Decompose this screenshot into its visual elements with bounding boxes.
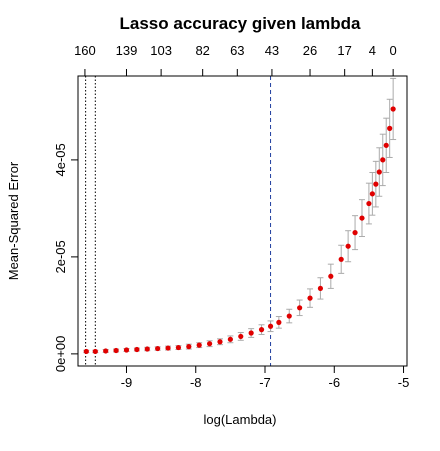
x-axis-title: log(Lambda) xyxy=(204,412,277,427)
top-tick-label: 139 xyxy=(116,43,138,58)
top-axis: 160 139 103 82 63 43 26 17 4 0 xyxy=(74,43,397,77)
top-tick-label: 63 xyxy=(230,43,244,58)
data-point xyxy=(317,285,324,292)
x-tick-label: -9 xyxy=(121,375,133,390)
data-point xyxy=(338,256,344,262)
data-point xyxy=(196,342,202,348)
data-point xyxy=(248,330,254,336)
top-tick-label: 103 xyxy=(150,43,172,58)
data-point xyxy=(307,295,313,301)
data-point xyxy=(123,347,130,353)
data-point xyxy=(165,345,171,351)
data-point xyxy=(387,125,393,131)
x-tick-label: -5 xyxy=(398,375,410,390)
data-point xyxy=(366,200,372,207)
x-tick-label: -8 xyxy=(190,375,202,390)
data-point xyxy=(113,347,119,354)
data-point xyxy=(373,181,379,187)
data-point xyxy=(144,346,150,352)
data-point xyxy=(207,341,213,347)
data-point xyxy=(345,243,351,249)
chart-title: Lasso accuracy given lambda xyxy=(120,14,361,33)
top-tick-label: 0 xyxy=(390,43,397,58)
y-tick-label: 0e+00 xyxy=(53,336,68,373)
data-point xyxy=(134,346,140,353)
top-tick-label: 26 xyxy=(303,43,317,58)
data-point xyxy=(286,313,292,319)
data-point xyxy=(267,323,274,329)
top-tick-label: 160 xyxy=(74,43,96,58)
x-axis: -9 -8 -7 -6 -5 xyxy=(121,365,410,390)
y-axis-title: Mean-Squared Error xyxy=(6,161,21,280)
data-point xyxy=(359,215,365,221)
data-point xyxy=(238,333,244,340)
data-point xyxy=(186,344,192,350)
y-axis: 0e+00 2e-05 4e-05 xyxy=(53,143,79,373)
data-point xyxy=(276,319,282,325)
data-point xyxy=(92,348,98,355)
top-tick-label: 4 xyxy=(369,43,376,58)
data-point xyxy=(328,273,334,279)
data-point xyxy=(297,305,303,311)
x-tick-label: -7 xyxy=(259,375,271,390)
plot-frame xyxy=(77,75,408,367)
x-tick-label: -6 xyxy=(328,375,340,390)
data-point xyxy=(103,348,109,354)
y-tick-label: 4e-05 xyxy=(53,143,68,176)
top-tick-label: 17 xyxy=(337,43,351,58)
data-point xyxy=(376,169,382,175)
data-point xyxy=(83,348,89,355)
data-point xyxy=(217,339,223,345)
data-point xyxy=(175,344,182,351)
y-tick-label: 2e-05 xyxy=(53,240,68,273)
data-points xyxy=(83,106,396,355)
data-point xyxy=(155,345,161,352)
reference-lines xyxy=(85,76,272,366)
data-point xyxy=(380,157,386,163)
error-bars xyxy=(83,77,397,354)
top-tick-label: 82 xyxy=(195,43,209,58)
data-point xyxy=(227,336,233,342)
data-point xyxy=(369,191,375,197)
data-point xyxy=(258,327,265,333)
top-tick-label: 43 xyxy=(265,43,279,58)
data-point xyxy=(352,230,358,236)
data-point xyxy=(383,142,389,148)
data-point xyxy=(390,106,396,112)
